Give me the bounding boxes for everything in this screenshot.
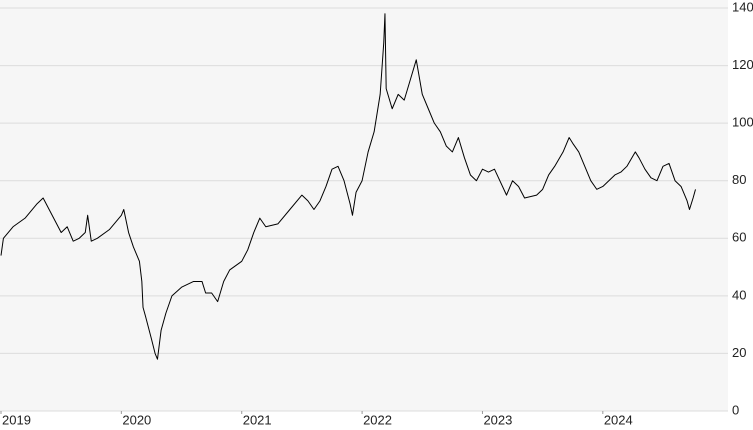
y-tick-label: 20	[732, 345, 746, 360]
y-tick-label: 40	[732, 287, 746, 302]
plot-area	[0, 0, 728, 411]
y-tick-label: 120	[732, 57, 753, 72]
price-line	[0, 13, 696, 360]
y-tick-label: 80	[732, 172, 746, 187]
x-tick-label: 2023	[483, 412, 512, 427]
y-tick-label: 100	[732, 115, 753, 130]
y-tick-label: 0	[732, 402, 739, 417]
x-tick-label: 2022	[363, 412, 392, 427]
x-tick-label: 2021	[243, 412, 272, 427]
y-tick-label: 60	[732, 230, 746, 245]
x-tick-label: 2019	[2, 412, 31, 427]
x-tick-label: 2024	[604, 412, 633, 427]
x-tick-label: 2020	[122, 412, 151, 427]
y-tick-label: 140	[732, 0, 753, 14]
